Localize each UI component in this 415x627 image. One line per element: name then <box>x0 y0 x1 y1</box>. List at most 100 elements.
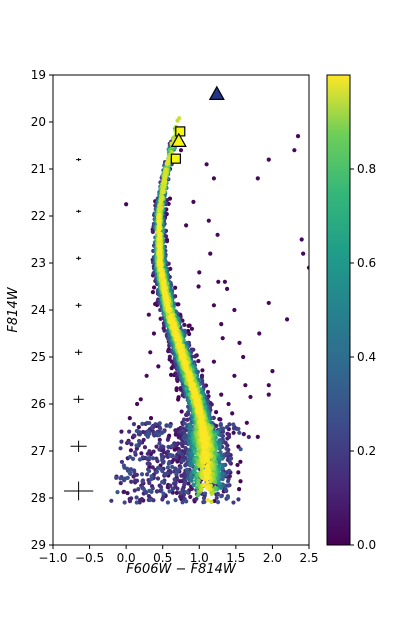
data-point <box>167 489 172 494</box>
data-point <box>299 237 304 242</box>
x-tick-label: 0.0 <box>117 551 136 565</box>
data-point <box>164 293 169 298</box>
data-point <box>164 423 169 428</box>
data-point <box>141 437 146 443</box>
data-point <box>199 487 204 492</box>
data-point <box>147 480 152 486</box>
data-point <box>188 424 193 429</box>
data-point <box>177 339 182 344</box>
x-tick-label: 0.5 <box>153 551 172 565</box>
data-point <box>134 495 139 500</box>
data-point <box>200 368 205 373</box>
y-tick-label: 23 <box>31 256 46 270</box>
data-point <box>128 448 134 453</box>
colorbar-tick-label: 0.4 <box>357 350 376 364</box>
data-point <box>143 490 149 495</box>
data-point <box>213 485 218 490</box>
x-tick-label: 2.5 <box>299 551 318 565</box>
data-point <box>137 457 143 462</box>
colorbar-tick-label: 0.8 <box>357 162 376 176</box>
data-point <box>118 446 123 451</box>
data-point <box>164 239 170 244</box>
data-point <box>150 456 156 461</box>
data-point <box>230 411 235 416</box>
data-point <box>226 483 231 488</box>
data-point <box>115 490 120 495</box>
data-point <box>119 459 125 465</box>
data-point <box>157 233 162 238</box>
data-point <box>178 385 183 391</box>
data-point <box>148 497 153 503</box>
data-point <box>170 486 176 491</box>
data-point <box>170 464 175 470</box>
data-point <box>150 290 155 295</box>
data-point <box>158 202 163 207</box>
data-point <box>148 416 154 421</box>
highlight-triangle-marker <box>170 132 187 147</box>
data-point <box>218 423 223 428</box>
data-point <box>133 478 138 483</box>
data-point <box>154 469 160 474</box>
data-point <box>127 499 133 504</box>
data-point <box>164 161 169 167</box>
data-point <box>127 429 132 434</box>
data-point <box>171 323 176 328</box>
error-bars <box>63 158 94 501</box>
data-point <box>186 470 191 475</box>
data-point <box>178 148 184 153</box>
data-point <box>182 433 187 438</box>
data-point <box>114 475 119 480</box>
data-point <box>225 479 231 484</box>
data-point <box>193 354 198 359</box>
data-point <box>178 429 183 434</box>
data-point <box>180 426 185 431</box>
data-point <box>194 496 199 501</box>
data-point <box>157 437 162 442</box>
data-point <box>160 190 166 195</box>
data-point <box>173 498 178 503</box>
data-point <box>153 422 158 427</box>
data-point <box>174 455 179 460</box>
data-point <box>145 451 150 456</box>
data-point <box>150 425 155 430</box>
error-bar <box>75 302 82 308</box>
data-point <box>202 483 207 488</box>
error-bar <box>63 481 94 501</box>
data-point <box>181 356 186 361</box>
data-point <box>220 336 225 341</box>
data-point <box>147 468 152 474</box>
data-point <box>172 327 177 332</box>
data-point <box>189 326 195 331</box>
data-point <box>238 479 243 484</box>
data-point <box>165 297 170 303</box>
data-point <box>174 331 179 336</box>
data-point <box>160 468 165 474</box>
data-point <box>203 491 208 496</box>
data-point <box>266 157 271 162</box>
data-point <box>231 430 236 435</box>
x-axis-label: F606W − F814W <box>126 562 237 577</box>
data-point <box>208 251 213 256</box>
data-point <box>196 403 201 408</box>
data-point <box>232 307 237 313</box>
data-point <box>149 474 154 479</box>
data-point <box>195 493 201 498</box>
data-point <box>238 459 243 464</box>
data-point <box>216 479 221 485</box>
data-point <box>163 170 168 175</box>
y-axis-ticks: 19 20 21 22 23 24 25 26 27 28 29 <box>31 68 53 552</box>
x-tick-label: 1.5 <box>226 551 245 565</box>
data-point <box>163 174 168 179</box>
data-point <box>160 495 166 500</box>
data-point <box>109 498 114 503</box>
data-point <box>189 383 194 388</box>
data-points <box>109 116 309 505</box>
data-point <box>270 369 275 374</box>
data-point <box>154 444 159 449</box>
data-point <box>172 477 177 482</box>
error-bar <box>70 440 87 452</box>
data-point <box>181 492 187 497</box>
colorbar-tick-label: 0.0 <box>357 538 376 552</box>
error-bar <box>74 349 83 356</box>
data-point <box>149 489 154 494</box>
